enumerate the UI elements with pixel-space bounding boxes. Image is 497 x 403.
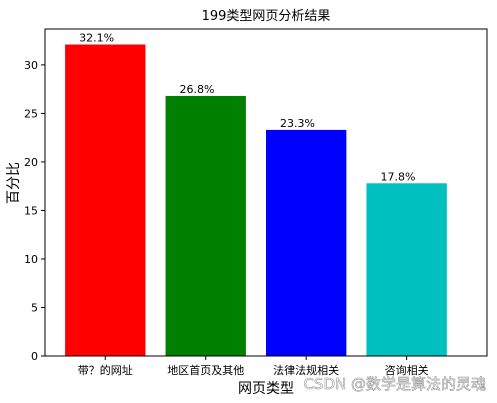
bar bbox=[266, 129, 347, 356]
x-tick-label: 带？的网址 bbox=[78, 363, 133, 377]
data-label: 26.8% bbox=[180, 83, 215, 96]
x-tick-label: 咨询相关 bbox=[385, 363, 429, 377]
y-tick-label: 0 bbox=[31, 350, 38, 363]
bar bbox=[165, 95, 246, 357]
bar bbox=[65, 44, 146, 357]
y-tick-label: 30 bbox=[24, 59, 38, 72]
x-tick-label: 法律法规相关 bbox=[273, 363, 339, 377]
plot-area: 32.1% 带？的网址 26.8% 地区首页及其他 23.3% 法律法规相关 17.8% 咨询… bbox=[24, 28, 488, 377]
data-label: 23.3% bbox=[280, 117, 315, 130]
data-label: 17.8% bbox=[380, 170, 415, 183]
data-label: 32.1% bbox=[79, 32, 114, 45]
y-tick-label: 10 bbox=[24, 253, 38, 266]
y-tick-label: 15 bbox=[24, 204, 38, 217]
x-tick-label: 地区首页及其他 bbox=[167, 363, 244, 377]
chart-title: 199类型网页分析结果 bbox=[202, 9, 331, 24]
y-tick-label: 20 bbox=[24, 156, 38, 169]
watermark: CSDN @数学是算法的灵魂 bbox=[303, 375, 486, 393]
axes-frame bbox=[44, 28, 488, 357]
y-tick-label: 5 bbox=[31, 301, 38, 314]
y-axis-label: 百分比 bbox=[6, 162, 22, 204]
y-tick-label: 25 bbox=[24, 107, 38, 120]
bar bbox=[366, 183, 447, 356]
x-axis-label: 网页类型 bbox=[238, 381, 294, 397]
